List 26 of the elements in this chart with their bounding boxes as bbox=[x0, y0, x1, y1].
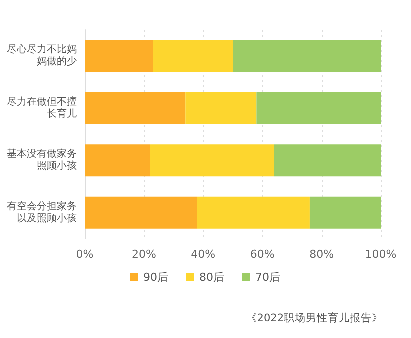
legend-label: 70后 bbox=[256, 271, 280, 284]
legend-label: 90后 bbox=[144, 271, 169, 284]
bar bbox=[186, 92, 257, 124]
x-tick-label: 80% bbox=[310, 248, 334, 261]
y-tick-label: 尽心尽力不比妈妈做的少 bbox=[7, 44, 77, 68]
bar bbox=[233, 40, 381, 72]
bar bbox=[85, 144, 150, 177]
bar bbox=[85, 40, 154, 72]
bar bbox=[256, 92, 381, 124]
bar bbox=[85, 92, 186, 124]
bar bbox=[310, 196, 381, 229]
bar bbox=[153, 40, 233, 72]
text: 《2022职场男性育儿报告》 bbox=[246, 312, 384, 324]
x-tick-label: 60% bbox=[250, 248, 275, 261]
bar bbox=[85, 196, 198, 229]
bar bbox=[274, 144, 381, 177]
legend-label: 80后 bbox=[200, 271, 224, 284]
x-tick-label: 0% bbox=[76, 248, 94, 261]
y-tick-label: 尽力在做但不擅长育儿 bbox=[7, 96, 77, 120]
bar bbox=[150, 144, 274, 177]
y-tick-label: 有空会分担家务以及照顾小孩 bbox=[7, 200, 77, 224]
x-tick-label: 100% bbox=[365, 248, 397, 261]
bar bbox=[197, 196, 310, 229]
x-tick-label: 20% bbox=[132, 248, 156, 261]
x-tick-label: 40% bbox=[191, 248, 216, 261]
y-tick-label: 基本没有做家务照顾小孩 bbox=[7, 148, 77, 172]
